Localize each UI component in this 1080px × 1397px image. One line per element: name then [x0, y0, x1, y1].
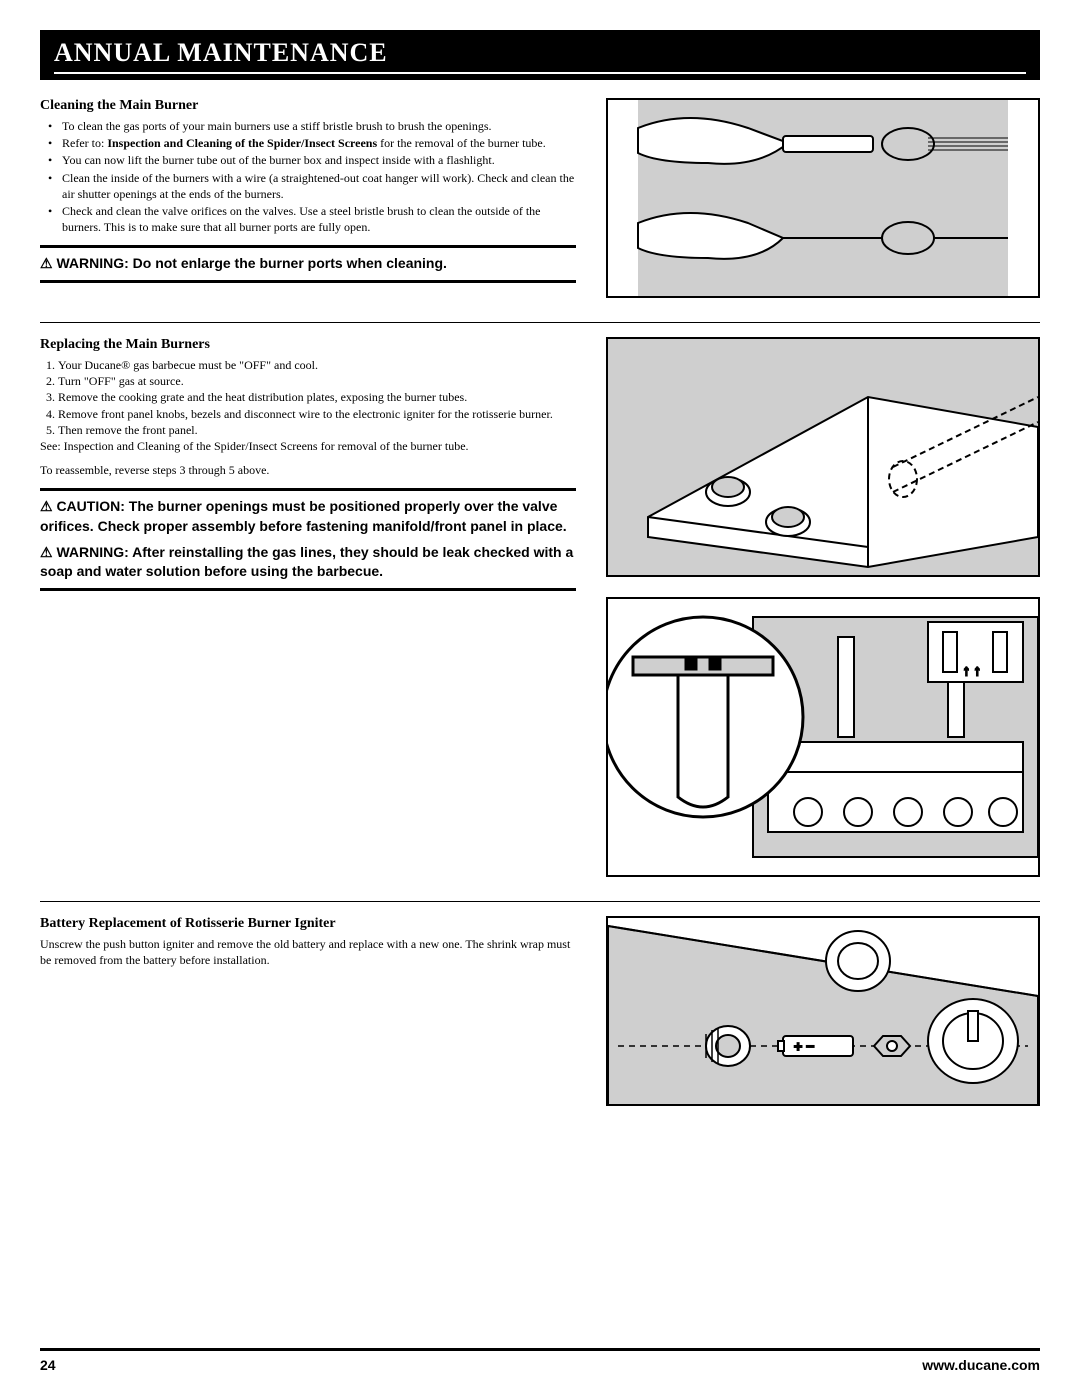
section2-step-list: Your Ducane® gas barbecue must be "OFF" … — [40, 357, 576, 438]
burner-detail-icon: ↑ ↑ — [608, 597, 1038, 877]
section1-bullet-list: To clean the gas ports of your main burn… — [40, 118, 576, 235]
bullet-item: To clean the gas ports of your main burn… — [54, 118, 576, 134]
section1-text: Cleaning the Main Burner To clean the ga… — [40, 98, 576, 298]
illustration-brush-clean — [606, 98, 1040, 298]
section1-heading: Cleaning the Main Burner — [40, 98, 576, 114]
section-replacing: Replacing the Main Burners Your Ducane® … — [40, 323, 1040, 877]
bullet-item: Check and clean the valve orifices on th… — [54, 203, 576, 235]
illustration-burner-detail: ↑ ↑ — [606, 597, 1040, 877]
section2-heading: Replacing the Main Burners — [40, 337, 576, 353]
page-footer: 24 www.ducane.com — [40, 1348, 1040, 1373]
igniter-battery-icon: + − — [608, 916, 1038, 1106]
bullet-item: Clean the inside of the burners with a w… — [54, 170, 576, 202]
section3-body: Unscrew the push button igniter and remo… — [40, 936, 576, 968]
see-note: See: Inspection and Cleaning of the Spid… — [40, 438, 576, 454]
page-title: ANNUAL MAINTENANCE — [54, 38, 1026, 68]
svg-text:↑ ↑: ↑ ↑ — [963, 662, 981, 678]
footer-url: www.ducane.com — [922, 1357, 1040, 1373]
section-cleaning: Cleaning the Main Burner To clean the ga… — [40, 84, 1040, 298]
section2-text: Replacing the Main Burners Your Ducane® … — [40, 337, 576, 877]
section1-illustration-col — [606, 98, 1040, 298]
section2-warning-group: ⚠ CAUTION: The burner openings must be p… — [40, 488, 576, 590]
step-item: Turn "OFF" gas at source. — [58, 373, 576, 389]
reassemble-note: To reassemble, reverse steps 3 through 5… — [40, 462, 576, 478]
section-header: ANNUAL MAINTENANCE — [40, 30, 1040, 80]
bullet-item: You can now lift the burner tube out of … — [54, 152, 576, 168]
section2-illustration-col: ↑ ↑ — [606, 337, 1040, 877]
step-item: Remove the cooking grate and the heat di… — [58, 389, 576, 405]
bullet-item: Refer to: Inspection and Cleaning of the… — [54, 135, 576, 151]
section2-warning: ⚠ WARNING: After reinstalling the gas li… — [40, 543, 576, 582]
section3-text: Battery Replacement of Rotisserie Burner… — [40, 916, 576, 1106]
step-item: Remove front panel knobs, bezels and dis… — [58, 406, 576, 422]
illustration-burner-assembly — [606, 337, 1040, 577]
step-item: Your Ducane® gas barbecue must be "OFF" … — [58, 357, 576, 373]
header-underline — [54, 72, 1026, 74]
section-battery: Battery Replacement of Rotisserie Burner… — [40, 902, 1040, 1106]
illustration-igniter-battery: + − — [606, 916, 1040, 1106]
page-number: 24 — [40, 1357, 56, 1373]
brush-clean-icon — [608, 98, 1038, 298]
section3-illustration-col: + − — [606, 916, 1040, 1106]
section2-caution: ⚠ CAUTION: The burner openings must be p… — [40, 497, 576, 536]
section1-warning: ⚠ WARNING: Do not enlarge the burner por… — [40, 245, 576, 283]
burner-assembly-icon — [608, 337, 1038, 577]
section3-heading: Battery Replacement of Rotisserie Burner… — [40, 916, 576, 932]
step-item: Then remove the front panel. — [58, 422, 576, 438]
svg-text:+ −: + − — [794, 1038, 814, 1054]
